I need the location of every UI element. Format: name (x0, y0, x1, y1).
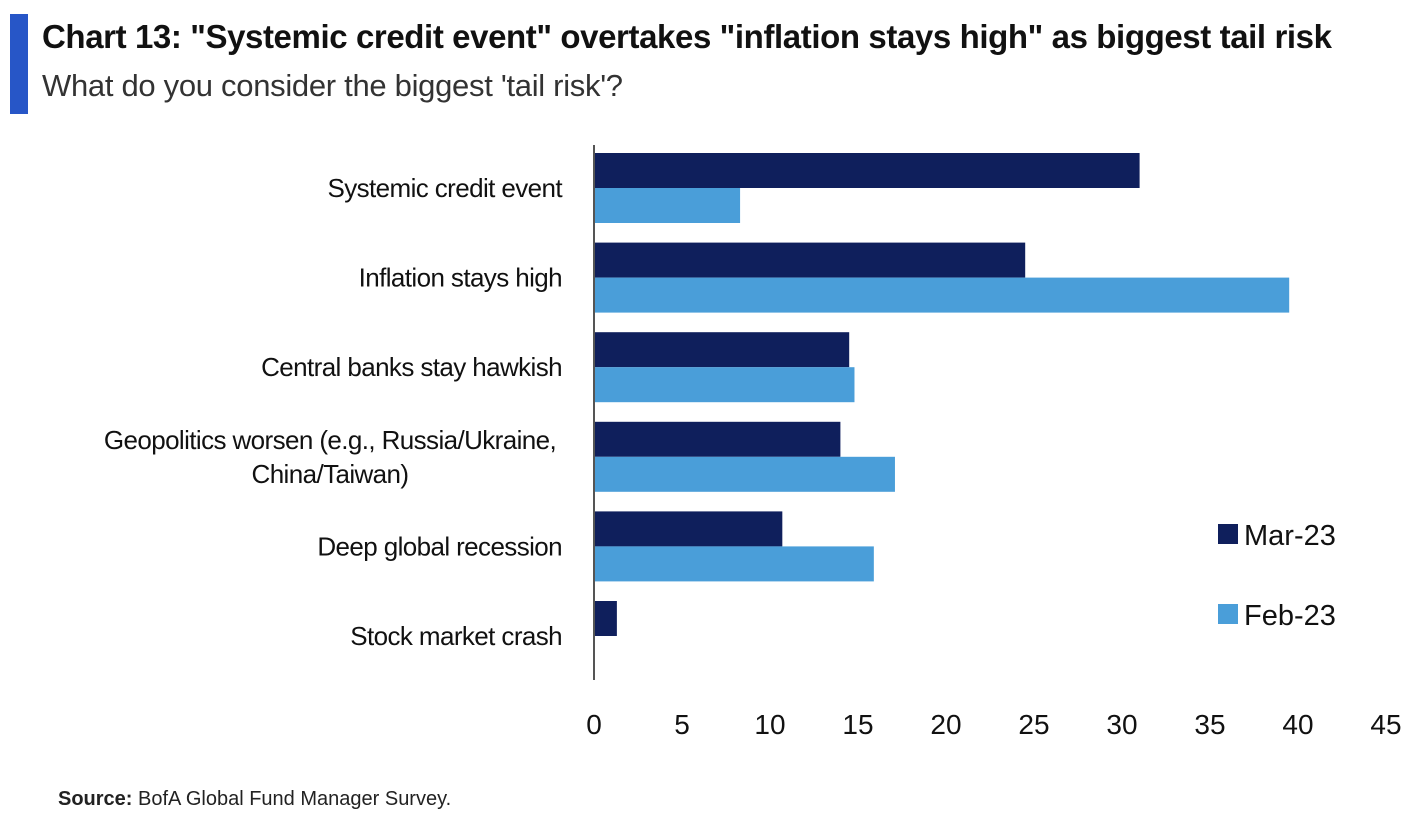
legend-label-feb-23: Feb-23 (1244, 600, 1336, 632)
legend-swatch-mar-23 (1218, 524, 1238, 544)
x-tick-label: 30 (1106, 709, 1137, 740)
bar-mar-23 (594, 601, 617, 636)
bar-chart: Systemic credit event Inflation stays hig… (104, 145, 1402, 740)
legend-swatch-feb-23 (1218, 604, 1238, 624)
bar-mar-23 (594, 153, 1140, 188)
x-tick-label: 15 (842, 709, 873, 740)
title-accent-bar (10, 14, 28, 114)
x-tick-label: 40 (1282, 709, 1313, 740)
category-label: Systemic credit event (328, 173, 564, 203)
source-note: Source: BofA Global Fund Manager Survey. (58, 788, 451, 811)
category-label: Geopolitics worsen (e.g., Russia/Ukraine… (104, 425, 556, 455)
bar-feb-23 (594, 188, 741, 223)
category-label: Deep global recession (317, 531, 562, 561)
source-label: Source: (58, 788, 133, 810)
bar-mar-23 (594, 511, 783, 547)
source-text: BofA Global Fund Manager Survey. (138, 788, 452, 810)
category-label: China/Taiwan) (252, 459, 409, 489)
bar-mar-23 (594, 421, 841, 457)
x-tick-label: 20 (930, 709, 961, 740)
bar-mar-23 (594, 332, 850, 368)
bar-feb-23 (594, 456, 895, 492)
x-tick-label: 5 (674, 709, 690, 740)
x-tick-label: 45 (1370, 709, 1401, 740)
chart-title: Chart 13: "Systemic credit event" overta… (42, 18, 1332, 55)
bar-feb-23 (594, 367, 855, 403)
category-label: Central banks stay hawkish (261, 352, 562, 382)
x-tick-label: 0 (586, 709, 602, 740)
x-tick-label: 35 (1194, 709, 1225, 740)
bar-feb-23 (594, 546, 874, 582)
chart-subtitle: What do you consider the biggest 'tail r… (42, 68, 623, 103)
x-tick-label: 10 (754, 709, 785, 740)
category-label: Inflation stays high (359, 263, 562, 293)
bar-mar-23 (594, 242, 1026, 278)
category-label: Stock market crash (350, 621, 562, 651)
legend-label-mar-23: Mar-23 (1244, 520, 1336, 552)
x-tick-label: 25 (1018, 709, 1049, 740)
bar-feb-23 (594, 277, 1290, 313)
